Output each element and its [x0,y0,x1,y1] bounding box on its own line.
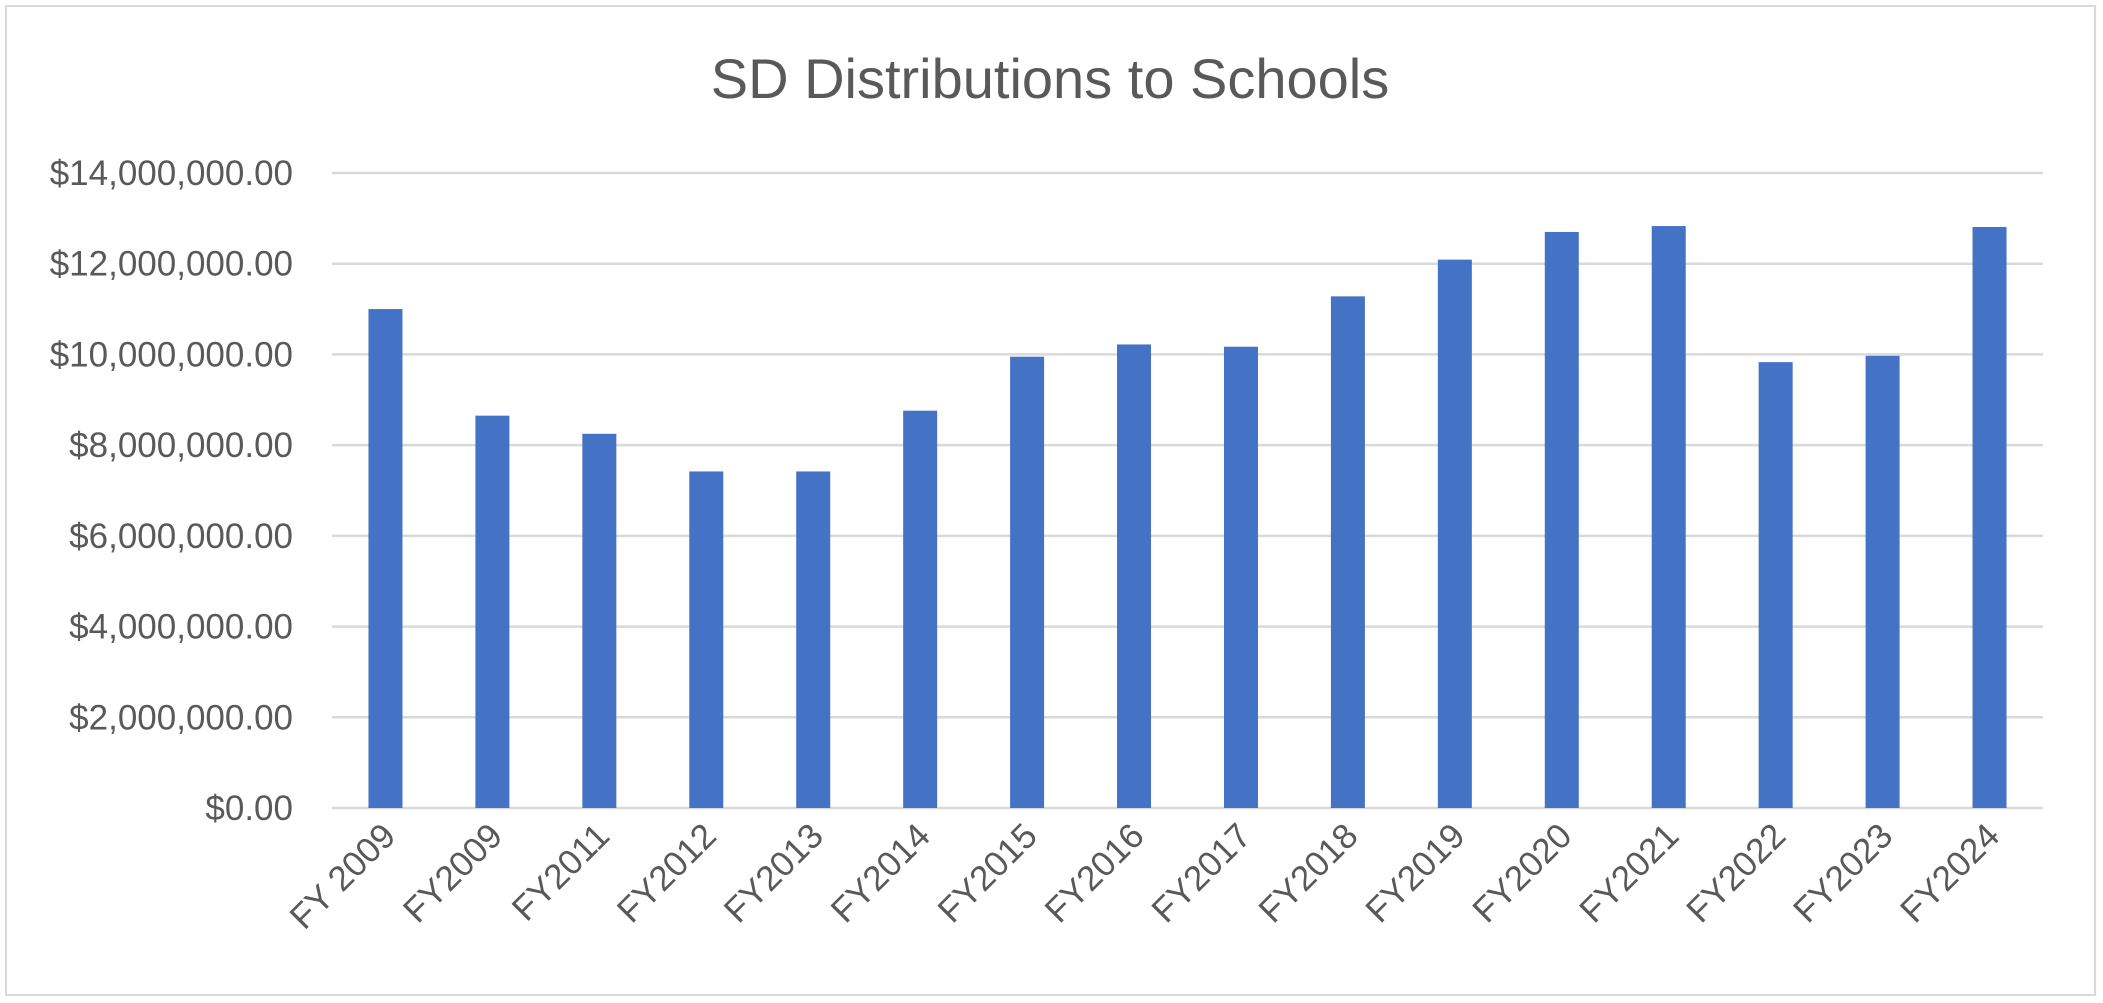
y-tick-label: $10,000,000.00 [50,335,293,374]
bar [582,433,617,808]
x-tick-label: FY2014 [824,816,938,930]
bar [1223,346,1258,808]
bar [1651,226,1686,808]
x-tick-label: FY2024 [1893,816,2007,930]
x-tick-label: FY2023 [1786,816,1900,930]
bar [1544,231,1579,808]
y-tick-label: $12,000,000.00 [50,245,293,284]
bar [1117,344,1152,808]
y-tick-label: $0.00 [205,789,293,828]
chart-frame [5,5,2096,996]
bar [1330,296,1365,808]
y-tick-label: $2,000,000.00 [69,698,293,737]
bars [368,226,2007,809]
x-tick-label: FY2019 [1358,816,1472,930]
bar [1865,355,1900,808]
bar [368,309,403,808]
bar [903,410,938,808]
bar [1972,226,2007,809]
y-tick-label: $4,000,000.00 [69,608,293,647]
bar [1437,259,1472,808]
x-tick-label: FY2012 [610,816,724,930]
bar [796,471,831,808]
bar [1758,362,1793,808]
x-tick-label: FY2020 [1465,816,1579,930]
y-tick-label: $8,000,000.00 [69,426,293,465]
y-tick-label: $14,000,000.00 [50,154,293,193]
bar [475,415,510,808]
x-tick-label: FY2009 [396,816,510,930]
x-tick-label: FY2016 [1037,816,1151,930]
x-tick-label: FY2013 [717,816,831,930]
y-tick-label: $6,000,000.00 [69,517,293,556]
x-tick-label: FY 2009 [282,816,403,937]
x-tick-label: FY2018 [1251,816,1365,930]
y-axis-tick-labels: $0.00 $2,000,000.00 $4,000,000.00 $6,000,00… [50,154,293,828]
gridlines [332,171,2043,810]
bar [689,471,724,808]
x-tick-label: FY2017 [1144,816,1258,930]
x-tick-label: FY2015 [930,816,1044,930]
x-tick-label: FY2022 [1679,816,1793,930]
x-tick-label: FY2021 [1572,816,1686,930]
x-axis-tick-labels: FY 2009FY2009FY2011FY2012FY2013FY2014FY2… [282,816,2007,937]
chart-title: SD Distributions to Schools [711,47,1390,110]
x-tick-label: FY2011 [505,816,617,928]
bar [1010,356,1045,808]
